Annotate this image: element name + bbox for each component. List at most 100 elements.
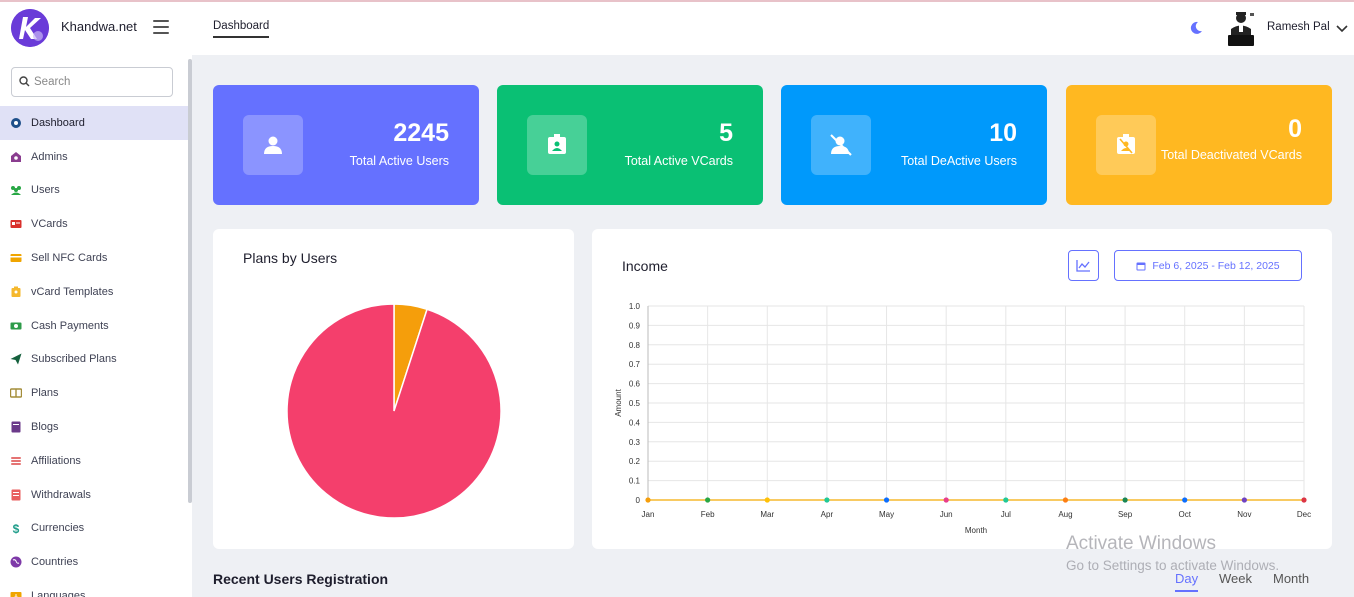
x-tick-label: Oct xyxy=(1179,510,1192,519)
pie-slice[interactable] xyxy=(286,303,502,519)
menu-toggle-icon[interactable] xyxy=(153,20,169,34)
brand-logo[interactable] xyxy=(11,9,49,47)
y-tick-label: 1.0 xyxy=(629,302,641,311)
plans-by-users-panel: Plans by Users xyxy=(213,229,574,549)
y-tick-label: 0.4 xyxy=(629,418,641,427)
stat-card-active-users[interactable]: 2245 Total Active Users xyxy=(213,85,479,205)
sidebar-item-blogs[interactable]: Blogs xyxy=(0,410,188,444)
paper-plane-icon xyxy=(10,353,22,365)
stat-label: Total Active VCards xyxy=(624,154,733,168)
user-slash-icon xyxy=(811,115,871,175)
income-data-point xyxy=(645,497,651,503)
x-tick-label: Sep xyxy=(1118,510,1133,519)
x-tick-label: Jul xyxy=(1001,510,1011,519)
sidebar-item-sell-nfc-cards[interactable]: Sell NFC Cards xyxy=(0,241,188,275)
stat-card-deactivated-vcards[interactable]: 0 Total Deactivated VCards xyxy=(1066,85,1332,205)
sidebar-item-label: Languages xyxy=(31,590,86,597)
line-chart-icon xyxy=(1076,260,1090,272)
stat-label: Total Active Users xyxy=(349,154,449,168)
income-data-point xyxy=(1301,497,1307,503)
avatar[interactable] xyxy=(1226,11,1256,47)
stat-card-deactive-users[interactable]: 10 Total DeActive Users xyxy=(781,85,1047,205)
sidebar-item-admins[interactable]: Admins xyxy=(0,140,188,174)
income-data-point xyxy=(1182,497,1188,503)
chevron-down-icon[interactable] xyxy=(1336,23,1348,33)
x-tick-label: Mar xyxy=(760,510,774,519)
vcards-icon xyxy=(10,218,22,230)
stat-value: 0 xyxy=(1288,115,1302,143)
y-tick-label: 0.6 xyxy=(629,380,641,389)
sidebar-item-vcard-templates[interactable]: vCard Templates xyxy=(0,275,188,309)
date-range-button[interactable]: Feb 6, 2025 - Feb 12, 2025 xyxy=(1114,250,1302,281)
id-card-slash-icon xyxy=(1096,115,1156,175)
admins-icon xyxy=(10,151,22,163)
income-data-point xyxy=(1062,497,1069,503)
date-range-text: Feb 6, 2025 - Feb 12, 2025 xyxy=(1152,259,1280,272)
y-tick-label: 0.7 xyxy=(629,360,641,369)
y-tick-label: 0.3 xyxy=(629,438,641,447)
income-data-point xyxy=(824,497,830,503)
y-tick-label: 0.1 xyxy=(629,477,641,486)
search-input[interactable] xyxy=(34,74,164,90)
sidebar-item-affiliations[interactable]: Affiliations xyxy=(0,444,188,478)
plans-pie-chart xyxy=(286,303,502,519)
sidebar-scrollbar[interactable] xyxy=(188,59,192,503)
sidebar-item-label: Users xyxy=(31,184,60,197)
sidebar-item-cash-payments[interactable]: Cash Payments xyxy=(0,309,188,343)
x-tick-label: Aug xyxy=(1058,510,1072,519)
search-icon xyxy=(19,76,30,87)
dashboard-icon xyxy=(10,117,22,129)
dollar-icon: $ xyxy=(10,522,22,534)
sidebar-item-plans[interactable]: Plans xyxy=(0,376,188,410)
income-data-point xyxy=(883,497,890,503)
sidebar-item-languages[interactable]: A Languages xyxy=(0,579,188,597)
sidebar-item-users[interactable]: Users xyxy=(0,174,188,208)
panel-title: Income xyxy=(622,258,668,274)
stat-value: 5 xyxy=(719,119,733,147)
activation-watermark-title: Activate Windows xyxy=(1066,533,1216,554)
income-data-point xyxy=(1122,497,1128,503)
brand-name: Khandwa.net xyxy=(61,19,137,34)
stat-card-active-vcards[interactable]: 5 Total Active VCards xyxy=(497,85,763,205)
sidebar: Dashboard Admins Users VCards Sell NFC Cards… xyxy=(0,55,192,597)
top-header: Khandwa.net Dashboard Ramesh Pal xyxy=(0,2,1354,55)
income-data-point xyxy=(764,497,770,503)
calendar-icon xyxy=(1136,262,1146,270)
x-axis-label: Month xyxy=(965,526,987,535)
activation-watermark-subtitle: Go to Settings to activate Windows. xyxy=(1066,558,1280,573)
x-tick-label: Jun xyxy=(940,510,953,519)
income-data-point xyxy=(1241,497,1247,503)
x-tick-label: Nov xyxy=(1237,510,1251,519)
stat-value: 2245 xyxy=(393,119,449,147)
sidebar-item-vcards[interactable]: VCards xyxy=(0,207,188,241)
sidebar-item-label: Subscribed Plans xyxy=(31,353,117,366)
sidebar-item-label: Withdrawals xyxy=(31,488,91,501)
sidebar-item-label: Countries xyxy=(31,556,79,569)
y-axis-label: Amount xyxy=(614,388,623,416)
recent-users-title: Recent Users Registration xyxy=(213,571,389,587)
sidebar-item-currencies[interactable]: $ Currencies xyxy=(0,512,188,546)
period-tab-day[interactable]: Day xyxy=(1175,571,1199,592)
sidebar-item-label: Sell NFC Cards xyxy=(31,252,108,265)
moon-icon[interactable] xyxy=(1189,21,1203,35)
sidebar-item-label: Blogs xyxy=(31,421,59,434)
nfc-card-icon xyxy=(10,252,22,264)
user-icon xyxy=(243,115,303,175)
sidebar-item-withdrawals[interactable]: Withdrawals xyxy=(0,478,188,512)
sidebar-item-dashboard[interactable]: Dashboard xyxy=(0,106,188,140)
sidebar-item-countries[interactable]: Countries xyxy=(0,545,188,579)
stat-value: 10 xyxy=(989,119,1017,147)
user-name[interactable]: Ramesh Pal xyxy=(1267,21,1330,33)
sidebar-item-label: Plans xyxy=(31,387,59,400)
period-tab-week[interactable]: Week xyxy=(1219,571,1252,586)
sidebar-item-subscribed-plans[interactable]: Subscribed Plans xyxy=(0,343,188,377)
stat-label: Total DeActive Users xyxy=(900,154,1017,168)
chart-type-button[interactable] xyxy=(1068,250,1099,281)
tab-dashboard[interactable]: Dashboard xyxy=(213,20,270,38)
search-box[interactable] xyxy=(11,67,173,97)
svg-text:$: $ xyxy=(13,522,20,534)
period-tab-month[interactable]: Month xyxy=(1273,571,1310,586)
y-tick-label: 0.2 xyxy=(629,457,641,466)
panel-title: Plans by Users xyxy=(243,250,338,266)
income-panel: Income Feb 6, 2025 - Feb 12, 2025 0 0.1 0.… xyxy=(592,229,1332,549)
